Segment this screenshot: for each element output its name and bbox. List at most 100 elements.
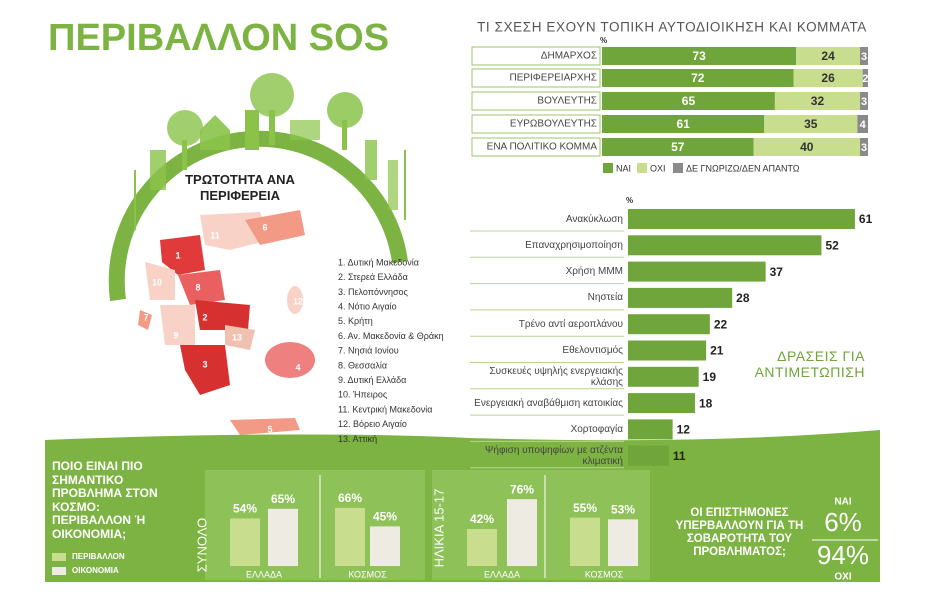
value-label: 3 bbox=[861, 51, 867, 63]
value-label: 3 bbox=[861, 96, 867, 108]
region-number: 9 bbox=[173, 330, 178, 340]
region-number: 5 bbox=[267, 424, 272, 434]
bar-segment bbox=[857, 115, 868, 133]
value-label: 26 bbox=[821, 71, 835, 85]
region-number: 11 bbox=[210, 230, 220, 240]
map bbox=[138, 210, 315, 435]
region-legend: 3. Πελοπόννησος bbox=[338, 287, 409, 297]
region-number: 7 bbox=[143, 312, 148, 322]
category-label: ΒΟΥΛΕΥΤΗΣ bbox=[537, 96, 597, 107]
value-label: 12 bbox=[677, 423, 691, 437]
region-legend: 8. Θεσσαλία bbox=[338, 360, 387, 370]
category-label: Ανακύκλωση bbox=[565, 213, 623, 225]
question: ΟΙ ΕΠΙΣΤΗΜΟΝΕΣ ΥΠΕΡΒΑΛΛΟΥΝ ΓΙΑ ΤΗ ΣΟΒΑΡΟ… bbox=[675, 507, 804, 558]
bar bbox=[507, 499, 537, 566]
answer-label: ΝΑΙ bbox=[834, 497, 851, 508]
bar bbox=[628, 314, 710, 335]
bar-segment bbox=[764, 115, 858, 133]
bar-segment bbox=[774, 92, 861, 110]
region-legend: 10. Ήπειρος bbox=[338, 390, 388, 400]
bar-segment bbox=[602, 138, 754, 156]
value-label: 65% bbox=[271, 492, 295, 506]
bar bbox=[467, 529, 497, 566]
category-label: ΕΛΛΑΔΑ bbox=[484, 569, 520, 579]
legend-label: ΝΑΙ bbox=[616, 163, 631, 173]
value-label: 57 bbox=[671, 140, 685, 154]
region-number: 13 bbox=[232, 332, 242, 342]
legend-swatch bbox=[637, 163, 647, 173]
category-label: Εθελοντισμός bbox=[562, 345, 623, 356]
value-label: 61 bbox=[859, 212, 873, 226]
legend-swatch bbox=[52, 553, 66, 561]
value-label: 40 bbox=[800, 140, 814, 154]
legend-label: ΠΕΡΙΒΑΛΛΟΝ bbox=[72, 552, 125, 561]
region-legend: 13. Αττική bbox=[338, 434, 377, 444]
bar-segment bbox=[753, 138, 861, 156]
page-title: ΠΕΡΙΒΑΛΛΟΝ SOS bbox=[48, 17, 389, 59]
bar bbox=[628, 261, 766, 282]
legend-swatch bbox=[603, 163, 613, 173]
value-label: 52 bbox=[825, 238, 839, 252]
unit-label: % bbox=[626, 196, 633, 205]
bar-segment bbox=[860, 92, 868, 110]
region-legend: 1. Δυτική Μακεδονία bbox=[338, 257, 419, 267]
category-label: ΠΕΡΙΦΕΡΕΙΑΡΧΗΣ bbox=[509, 73, 597, 84]
answer-value: 94% bbox=[817, 540, 869, 570]
category-label: ΔΗΜΑΡΧΟΣ bbox=[541, 51, 597, 62]
group-label: ΗΛΙΚΙΑ 15-17 bbox=[431, 489, 446, 568]
bar bbox=[628, 340, 707, 361]
bar bbox=[268, 508, 298, 566]
category-label: ΚΟΣΜΟΣ bbox=[348, 569, 387, 579]
row-box bbox=[471, 114, 601, 134]
bar bbox=[628, 419, 673, 440]
category-label: ΕΥΡΩΒΟΥΛΕΥΤΗΣ bbox=[510, 119, 597, 130]
bar bbox=[230, 518, 260, 566]
category-label: Χορτοφαγία bbox=[570, 423, 623, 435]
region-number: 8 bbox=[195, 282, 200, 292]
region-legend: 6. Αν. Μακεδονία & Θράκη bbox=[338, 331, 444, 341]
bar bbox=[628, 209, 855, 229]
category-label: Χρήση ΜΜΜ bbox=[565, 266, 623, 278]
bar bbox=[570, 517, 600, 566]
region-number: 3 bbox=[202, 359, 207, 369]
city-illustration bbox=[134, 73, 406, 230]
region-number: 4 bbox=[295, 362, 300, 372]
category-label: Ψήφιση υποψηφίων με ατζέντα κλιματική bbox=[485, 444, 623, 467]
answer-label: ΟΧΙ bbox=[834, 572, 851, 583]
row-box bbox=[471, 46, 601, 66]
value-label: 4 bbox=[860, 119, 867, 131]
bar bbox=[370, 526, 400, 566]
region-number: 10 bbox=[152, 277, 162, 287]
row-box bbox=[471, 137, 601, 157]
category-label: ΕΛΛΑΔΑ bbox=[246, 569, 282, 579]
chart-title: ΔΡΑΣΕΙΣ ΓΙΑ ΑΝΤΙΜΕΤΩΠΙΣΗ bbox=[754, 348, 865, 380]
bar bbox=[335, 507, 365, 566]
value-label: 2 bbox=[862, 73, 868, 85]
legend-swatch bbox=[673, 163, 683, 173]
bar bbox=[628, 235, 822, 256]
bar-segment bbox=[860, 47, 868, 65]
unit-label: % bbox=[600, 36, 607, 45]
arc bbox=[108, 130, 408, 302]
legend-label: ΟΙΚΟΝΟΜΙΑ bbox=[72, 566, 119, 575]
group-label: ΣΥΝΟΛΟ bbox=[194, 518, 209, 573]
value-label: 19 bbox=[703, 370, 717, 384]
value-label: 32 bbox=[811, 94, 825, 108]
bar-segment bbox=[796, 47, 861, 65]
value-label: 18 bbox=[699, 396, 713, 410]
bar-segment bbox=[793, 69, 863, 87]
category-label: Συσκευές υψηλής ενεργειακής κλάσης bbox=[489, 365, 623, 388]
chart-panel bbox=[205, 470, 650, 580]
category-label: Νηστεία bbox=[587, 292, 623, 304]
category-label: Τρένο αντί αεροπλάνου bbox=[518, 318, 623, 330]
legend-label: ΟΧΙ bbox=[650, 163, 666, 173]
bar bbox=[628, 445, 669, 466]
value-label: 66% bbox=[338, 491, 362, 505]
category-label: ΕΝΑ ΠΟΛΙΤΙΚΟ ΚΟΜΜΑ bbox=[487, 142, 598, 153]
value-label: 45% bbox=[373, 510, 397, 524]
bar-segment bbox=[602, 47, 797, 65]
category-label: Ενεργειακή αναβάθμιση κατοικίας bbox=[474, 397, 623, 409]
row-box bbox=[471, 91, 601, 111]
